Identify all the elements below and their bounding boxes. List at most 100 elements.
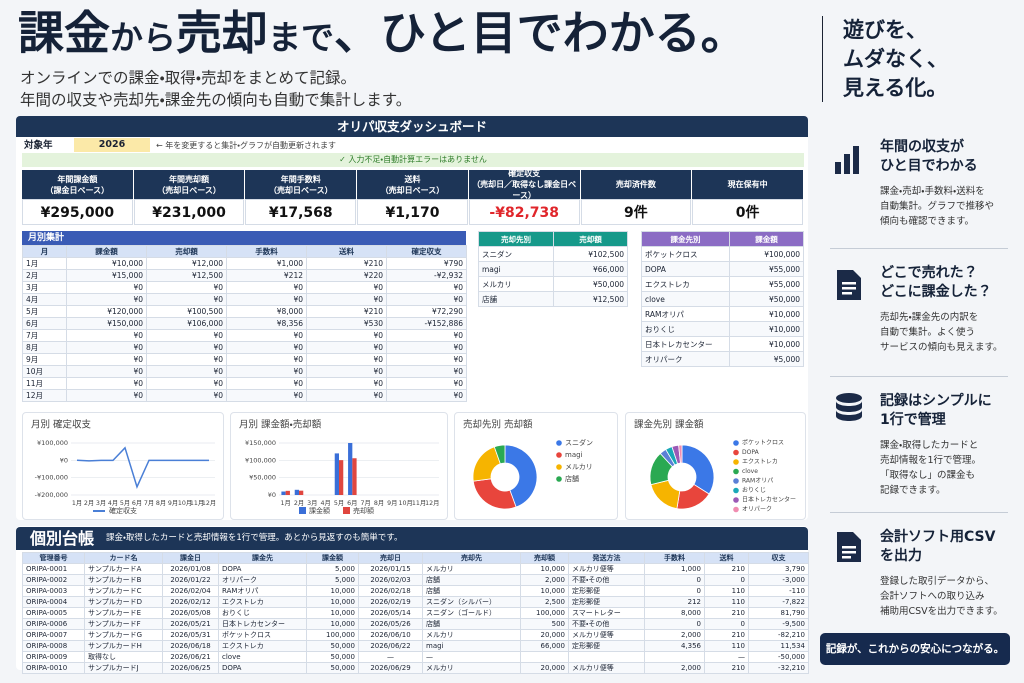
cell: ¥0 [226, 389, 307, 402]
cell: 9月 [22, 353, 67, 366]
header-cell: 送料 [306, 245, 387, 258]
cell: 210 [704, 662, 749, 674]
legend-swatch [733, 459, 739, 465]
cell: DOPA [218, 563, 307, 575]
header-cell: 課金額 [729, 231, 804, 247]
kpi-value: ¥231,000 [133, 199, 245, 225]
bar [348, 443, 353, 495]
row: 11月 ¥0 ¥0 ¥0 ¥0 ¥0 [22, 377, 467, 390]
cell: 10月 [22, 365, 67, 378]
cell: オリパーク [218, 574, 307, 586]
cell: オリパーク [641, 351, 730, 367]
row: ORIPA-0004 サンプルカードD 2026/02/12 エクストレカ 10,000… [22, 596, 809, 608]
row: 9月 ¥0 ¥0 ¥0 ¥0 ¥0 [22, 353, 467, 366]
cell: 500 [520, 618, 569, 630]
header-cell: 課金額 [66, 245, 147, 258]
header-cell: 売却額 [146, 245, 227, 258]
cell: ¥530 [306, 317, 387, 330]
cell: ¥100,000 [729, 246, 804, 262]
legend-label: おりくじ [742, 487, 766, 494]
cell: ORIPA-0009 [22, 651, 85, 663]
cell: メルカリ便等 [568, 563, 645, 575]
cell: ¥10,000 [729, 321, 804, 337]
cell: -50,000 [748, 651, 809, 663]
cell: メルカリ [478, 276, 554, 292]
cell: 66,000 [520, 640, 569, 652]
kpi-value: 0件 [692, 199, 803, 225]
cell: エクストレカ [218, 596, 307, 608]
cell: 10,000 [520, 585, 569, 597]
cell: 不要・その他 [568, 618, 645, 630]
y-tick-label: ¥50,000 [249, 474, 276, 482]
cell: ¥0 [386, 281, 467, 294]
chart-card: 月別 課金額・売却額 ¥150,000 ¥100,000 ¥50,000 ¥0 1月 2月 3… [230, 412, 448, 520]
kpi-label: 確定収支 （売却日／取得なし課金日ベース） [468, 169, 580, 200]
cell: 10,000 [306, 618, 359, 630]
row: DOPA ¥55,000 [641, 261, 804, 277]
kpi-value: ¥1,170 [357, 199, 468, 225]
legend-swatch [733, 468, 739, 475]
cell: エクストレカ [641, 276, 730, 292]
cell: 0 [644, 574, 705, 586]
cell: ORIPA-0008 [22, 640, 85, 652]
row: スニダン ¥102,500 [478, 246, 628, 262]
feature-title: 会計ソフト用CSV を出力 [880, 529, 996, 564]
cell: 2026/01/08 [162, 563, 219, 575]
dashboard-title: オリパ収支ダッシュボード [16, 116, 808, 137]
cell: ¥0 [386, 377, 467, 390]
chart-card: 月別 確定収支 ¥100,000 ¥0 -¥100,000 -¥200,000 1月 2月 3… [22, 412, 224, 520]
cell [520, 651, 569, 663]
bar [299, 490, 304, 495]
cell [568, 651, 645, 663]
cell: 11月 [22, 377, 67, 390]
header-cell: 課金先別 [641, 231, 730, 247]
cell: メルカリ [422, 563, 521, 575]
chart-title: 課金先別 課金額 [634, 419, 704, 431]
pie-slice [650, 479, 681, 510]
x-tick-label: 3月 [96, 499, 106, 507]
x-tick-label: 7月 [361, 499, 371, 507]
cell: ¥0 [306, 365, 387, 378]
cell: -3,000 [748, 574, 809, 586]
year-label: 対象年 [24, 140, 53, 151]
cell: ¥50,000 [553, 276, 628, 292]
cell: ¥0 [306, 341, 387, 354]
cell: ¥120,000 [66, 305, 147, 318]
x-tick-label: 6月 [347, 499, 357, 507]
cell: 2026/02/12 [162, 596, 219, 608]
legend-label: magi [565, 451, 583, 459]
header-cell: 管理番号 [22, 552, 85, 564]
legend-label: 確定収支 [109, 506, 137, 515]
cell: 100,000 [520, 607, 569, 619]
legend-swatch [556, 464, 562, 470]
cell: 2026/05/21 [162, 618, 219, 630]
x-tick-label: 9月 [387, 499, 397, 507]
cell: ¥0 [66, 353, 147, 366]
row: 4月 ¥0 ¥0 ¥0 ¥0 ¥0 [22, 293, 467, 306]
cell: スニダン [478, 246, 554, 262]
cell: 4,356 [644, 640, 705, 652]
cell: おりくじ [641, 321, 730, 337]
cell: ¥0 [66, 329, 147, 342]
legend-label: ポケットクロス [742, 439, 784, 447]
cell: 210 [704, 607, 749, 619]
ledger-header: 個別台帳 [16, 527, 808, 550]
header-row: 売却先別 売却額 [478, 231, 628, 247]
legend-label: DOPA [742, 449, 760, 456]
cell: ORIPA-0002 [22, 574, 85, 586]
cell: ¥0 [66, 389, 147, 402]
cell: ¥0 [306, 329, 387, 342]
header-cell: 月 [22, 245, 67, 258]
cell: ¥0 [146, 293, 227, 306]
tagline: 見える化。 [843, 76, 948, 100]
row: magi ¥66,000 [478, 261, 628, 277]
cell: 110 [704, 585, 749, 597]
header-cell: 収支 [748, 552, 809, 564]
cell: ¥0 [386, 365, 467, 378]
cell: ¥150,000 [66, 317, 147, 330]
kpi-label: 売却済件数 [580, 170, 692, 199]
cell: ポケットクロス [218, 629, 307, 641]
legend-label: メルカリ [565, 463, 593, 471]
row: オリパーク ¥5,000 [641, 351, 804, 367]
tagline: ムダなく、 [843, 47, 948, 71]
